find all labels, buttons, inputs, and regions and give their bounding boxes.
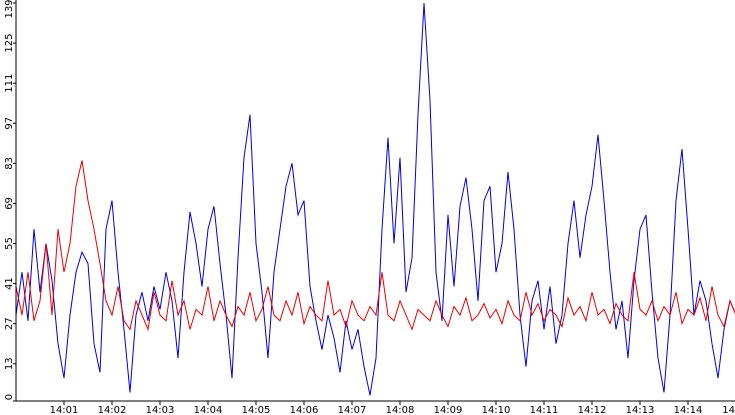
x-tick-label: 14:02 [98,405,127,415]
x-tick-label: 14:12 [578,405,607,415]
y-tick-label: 55 [4,237,15,250]
x-tick-label: 14:01 [50,405,79,415]
y-tick-label: 97 [4,117,15,130]
y-tick-label: 139 [4,0,15,19]
y-tick-label: 27 [4,317,15,330]
x-tick-label: 14:05 [242,405,271,415]
x-tick-label: 14:07 [338,405,367,415]
x-tick-label: 14:10 [482,405,511,415]
y-tick-label: 13 [4,357,15,370]
x-tick-label: 14:08 [386,405,415,415]
y-tick-label: 69 [4,197,15,210]
x-tick-label: 14:04 [194,405,223,415]
y-tick-label: 41 [4,277,15,290]
y-tick-label: 111 [4,74,15,93]
y-tick-label: 0 [4,394,15,400]
x-tick-label: 14:09 [434,405,463,415]
y-tick-label: 83 [4,157,15,170]
x-tick-label: 14:11 [530,405,559,415]
y-tick-label: 125 [4,34,15,53]
x-tick-label: 14:03 [146,405,175,415]
series-line [15,2,735,396]
series-line [15,160,735,332]
x-tick-label: 14:13 [626,405,655,415]
x-tick-label: 14:14 [674,405,703,415]
x-tick-label: 14:06 [290,405,319,415]
x-tick-label: 14 [722,405,735,415]
